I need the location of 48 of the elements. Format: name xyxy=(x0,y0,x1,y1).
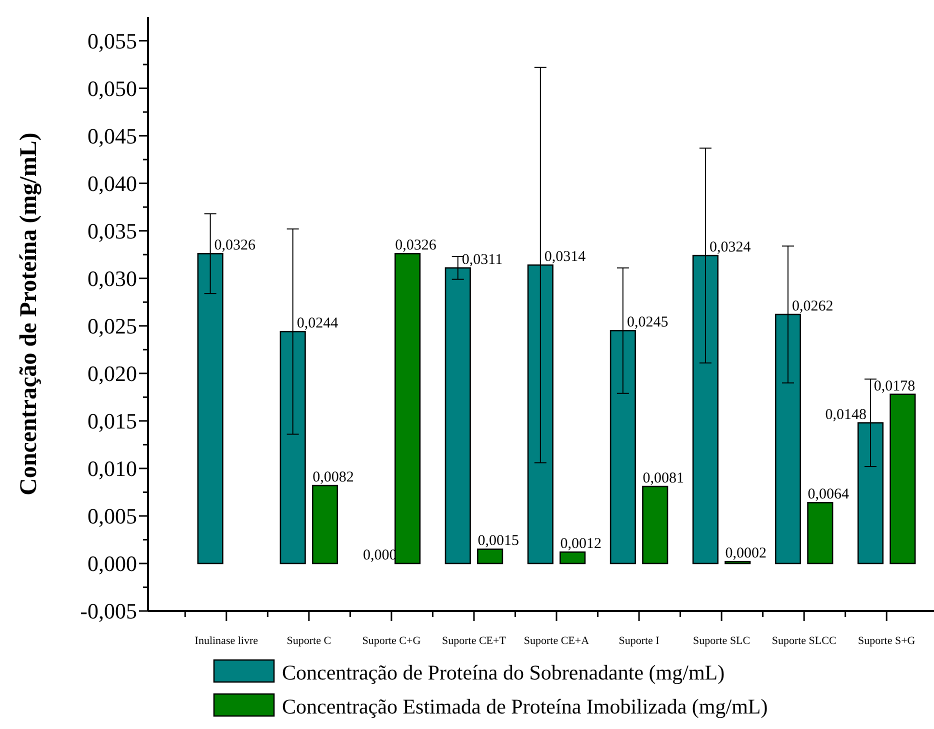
y-tick-label: 0,015 xyxy=(88,408,137,434)
x-tick-label: Suporte CE+T xyxy=(442,635,506,647)
data-label: 0,0244 xyxy=(296,316,339,332)
y-tick-label: 0,000 xyxy=(88,551,137,576)
data-label: 0,0245 xyxy=(626,314,668,331)
x-tick-label: Suporte I xyxy=(618,635,660,647)
data-label: 0,0311 xyxy=(462,252,503,268)
y-tick-label: 0,035 xyxy=(88,218,137,244)
y-tick-label: 0,050 xyxy=(88,76,137,101)
legend-label: Concentração Estimada de Proteína Imobilizada (mg/mL) xyxy=(282,694,768,718)
data-label: 0,0178 xyxy=(874,378,916,394)
y-tick-label: 0,005 xyxy=(88,504,137,529)
y-tick-label: 0,020 xyxy=(88,361,137,386)
data-label: 0,0326 xyxy=(214,238,256,254)
x-tick-label: Inulinase livre xyxy=(194,635,258,647)
data-label: 0,0324 xyxy=(709,240,752,256)
bar xyxy=(560,551,586,564)
data-label: 0,0148 xyxy=(825,406,867,423)
legend-label: Concentração de Proteína do Sobrenadante (mg/mL) xyxy=(282,660,725,684)
bar xyxy=(807,502,834,564)
y-tick-label: 0,055 xyxy=(88,28,137,54)
y-tick-label: 0,010 xyxy=(88,456,137,482)
y-tick-label: 0,025 xyxy=(88,314,137,339)
data-label: 0,0314 xyxy=(544,249,586,266)
x-tick-label: Suporte C xyxy=(286,635,332,647)
y-tick-label: -0,005 xyxy=(80,598,137,624)
x-tick-label: Suporte SLC xyxy=(692,635,750,647)
bar xyxy=(890,394,916,564)
x-tick-label: Suporte C+G xyxy=(362,635,421,647)
data-label: 0,0002 xyxy=(725,546,767,562)
y-tick-label: 0,045 xyxy=(88,124,137,148)
y-tick-label: 0,040 xyxy=(88,171,137,196)
x-tick-label: Suporte CE+A xyxy=(524,635,590,647)
data-label: 0,0262 xyxy=(792,298,834,314)
data-label: 0,0326 xyxy=(395,238,437,254)
data-label: 0,0064 xyxy=(808,486,850,503)
data-label: 0,0081 xyxy=(642,470,684,486)
data-label: 0,0015 xyxy=(478,533,519,550)
x-tick-label: Suporte S+G xyxy=(858,635,916,647)
y-tick-label: 0,030 xyxy=(88,266,137,292)
bar xyxy=(477,548,504,564)
y-axis-title: Concentração de Proteína (mg/mL) xyxy=(16,132,42,496)
bar xyxy=(394,253,421,564)
data-label: 0,0082 xyxy=(312,470,354,486)
bar xyxy=(312,484,338,564)
bar xyxy=(642,486,668,564)
x-tick-label: Suporte SLCC xyxy=(772,635,836,647)
data-label: 0,0012 xyxy=(560,536,602,552)
